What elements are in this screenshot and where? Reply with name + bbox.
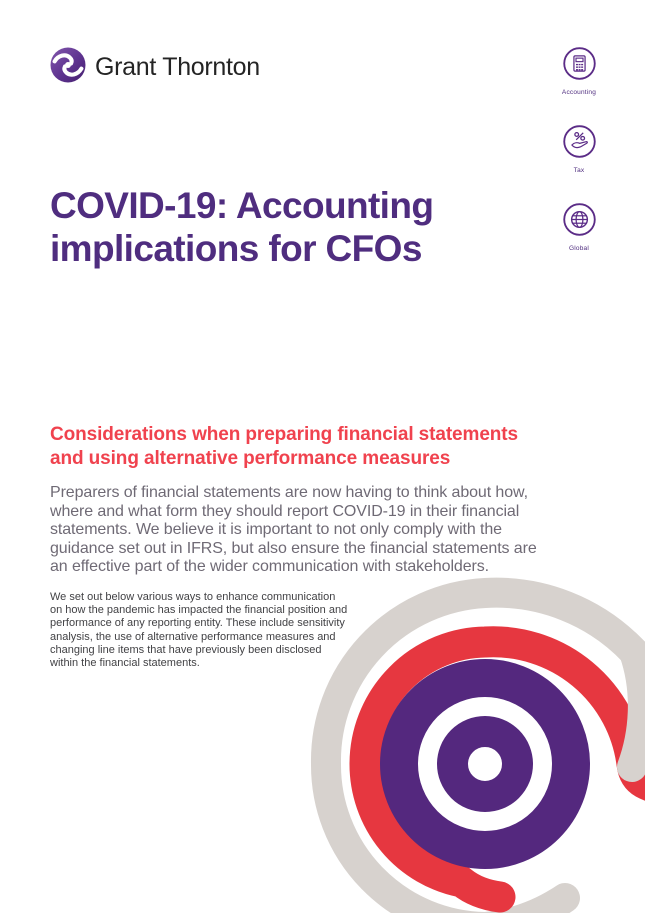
globe-icon — [562, 203, 596, 241]
section-subtitle-line1: Considerations when preparing financial … — [50, 424, 518, 445]
badge-global: Global — [546, 203, 612, 252]
calculator-icon — [562, 47, 596, 85]
page-title-line1: COVID-19: Accounting — [50, 185, 434, 226]
badge-tax: Tax — [546, 125, 612, 174]
section-subtitle-line2: and using alternative performance measur… — [50, 448, 451, 469]
body-paragraph: We set out below various ways to enhance… — [50, 591, 348, 670]
section-subtitle: Considerations when preparing financial … — [50, 423, 540, 471]
spiral-gray-band — [310, 577, 645, 913]
spiral-gray-hook — [617, 637, 645, 782]
brand-logo-text: Grant Thornton — [95, 53, 260, 81]
badge-accounting: Accounting — [546, 47, 612, 96]
spiral-purple-bullseye — [380, 659, 590, 869]
badge-label-tax: Tax — [573, 167, 585, 174]
tax-percent-hand-icon — [562, 125, 596, 163]
page-title-line2: implications for CFOs — [50, 228, 422, 269]
badge-label-global: Global — [569, 245, 589, 252]
page-title: COVID-19: Accounting implications for CF… — [50, 184, 530, 270]
service-badge-column: Accounting Tax — [546, 47, 612, 281]
gt-swirl-icon — [50, 47, 86, 88]
intro-paragraph: Preparers of financial statements are no… — [50, 484, 537, 575]
badge-label-accounting: Accounting — [561, 89, 597, 96]
brand-logo: Grant Thornton — [50, 47, 260, 88]
